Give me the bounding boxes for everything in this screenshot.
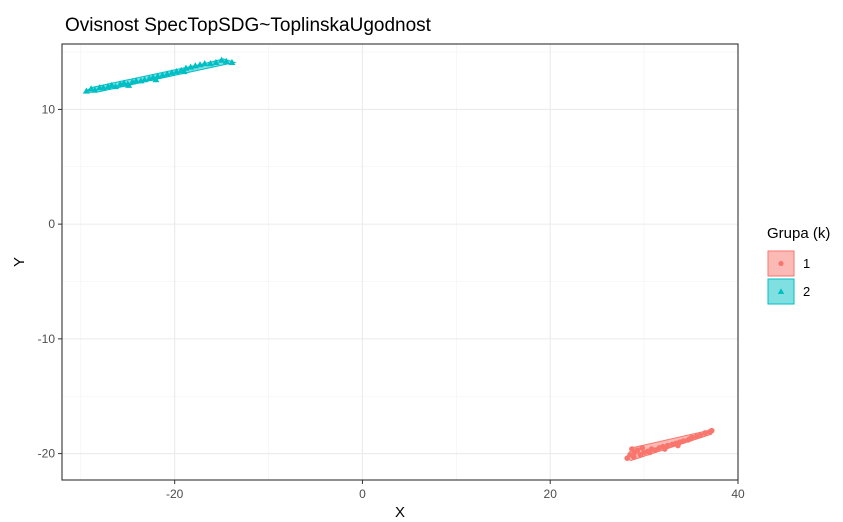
data-point-series-1	[708, 427, 715, 434]
points	[82, 56, 715, 462]
data-point-series-2	[222, 57, 230, 64]
x-tick-label: 40	[731, 487, 745, 501]
data-point-series-1	[697, 432, 704, 439]
y-tick-label: 10	[42, 102, 56, 116]
chart-title: Ovisnost SpecTopSDG~ToplinskaUgodnost	[65, 15, 432, 36]
data-point-series-1	[630, 454, 637, 460]
data-point-series-1	[675, 442, 681, 449]
data-point-series-2	[112, 82, 120, 90]
y-tick-label: 0	[48, 217, 55, 231]
grid	[62, 44, 739, 480]
x-tick-label: -20	[166, 487, 184, 501]
x-tick-label: 0	[359, 487, 366, 501]
plot-border	[61, 43, 739, 481]
x-axis-title: X	[395, 504, 405, 521]
y-tick-label: -20	[38, 447, 56, 461]
legend-label-2: 2	[803, 284, 810, 299]
data-point-series-1	[639, 445, 646, 451]
data-point-series-1	[661, 446, 668, 452]
data-point-series-2	[87, 85, 95, 92]
axes: -20 0 20 40 -20 -10 0 10	[38, 102, 745, 501]
legend-label-1: 1	[803, 256, 810, 271]
data-point-series-1	[634, 447, 641, 453]
y-axis-title: Y	[11, 257, 28, 267]
data-point-series-2	[212, 58, 220, 65]
data-point-series-2	[228, 58, 236, 65]
data-point-series-2	[201, 60, 209, 67]
data-point-series-2	[125, 81, 133, 88]
data-point-series-2	[206, 60, 214, 67]
data-point-series-2	[108, 81, 116, 88]
legend-title: Grupa (k)	[767, 225, 830, 242]
data-point-series-2	[82, 87, 90, 94]
data-point-series-1	[687, 435, 693, 442]
x-tick-label: 20	[544, 487, 558, 501]
legend: Grupa (k) 1 2	[767, 225, 830, 305]
y-tick-label: -10	[38, 332, 56, 346]
legend-marker-2	[777, 288, 785, 294]
legend-marker-1	[778, 260, 784, 267]
data-point-series-1	[702, 430, 708, 436]
data-point-series-1	[646, 449, 653, 456]
data-point-series-2	[120, 79, 128, 86]
data-point-series-2	[152, 76, 160, 83]
data-point-series-2	[91, 86, 99, 93]
data-point-series-2	[132, 77, 140, 84]
data-point-series-2	[218, 56, 226, 63]
data-point-series-1	[680, 438, 687, 444]
data-point-series-2	[180, 68, 188, 75]
